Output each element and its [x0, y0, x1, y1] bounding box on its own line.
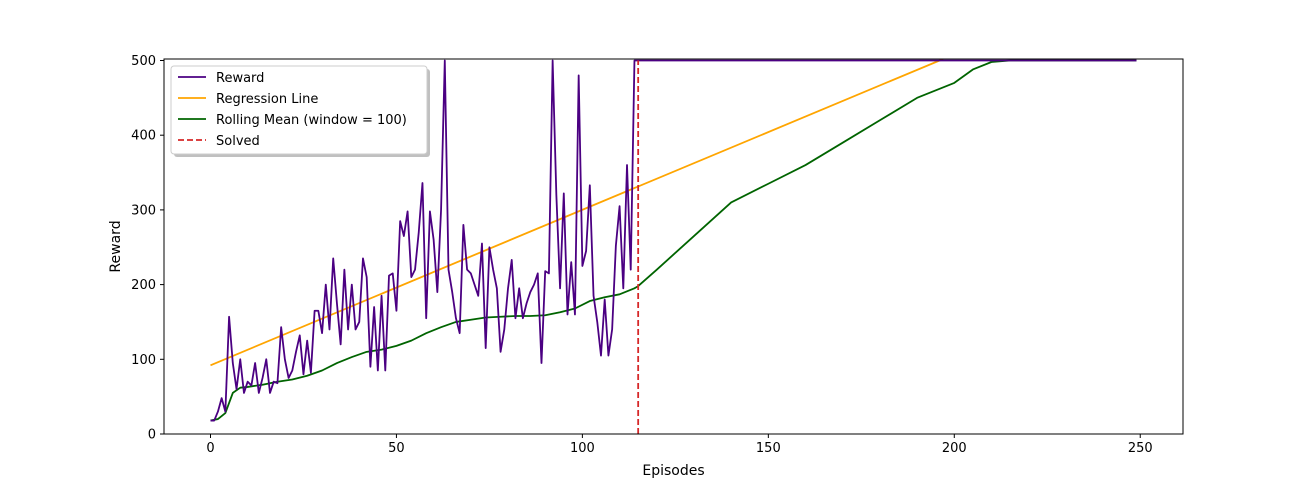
y-tick-label: 100 [131, 353, 156, 368]
x-tick-label: 200 [942, 441, 967, 456]
legend-label: Reward [216, 71, 264, 86]
y-axis-ticks: 0 100 200 300 400 500 [131, 54, 164, 443]
y-tick-label: 200 [131, 278, 156, 293]
y-tick-label: 300 [131, 203, 156, 218]
x-tick-label: 250 [1128, 441, 1153, 456]
legend-label: Rolling Mean (window = 100) [216, 113, 407, 128]
reward-series-line [210, 59, 1137, 422]
y-tick-label: 500 [131, 54, 156, 69]
plot-frame [163, 58, 1184, 435]
y-tick-label: 400 [131, 129, 156, 144]
x-tick-label: 0 [206, 441, 214, 456]
x-tick-label: 100 [570, 441, 595, 456]
legend-label: Solved [216, 134, 260, 149]
legend: Reward Regression Line Rolling Mean (windo… [170, 65, 430, 157]
x-axis-ticks: 0 50 100 150 200 250 [206, 434, 1153, 456]
legend-box [170, 65, 428, 155]
plot-series [210, 59, 1137, 434]
x-tick-label: 150 [756, 441, 781, 456]
x-tick-label: 50 [388, 441, 405, 456]
legend-label: Regression Line [216, 92, 318, 107]
rolling-mean-line [210, 59, 1137, 422]
x-axis-label: Episodes [642, 463, 704, 479]
y-axis-label: Reward [108, 220, 124, 272]
y-tick-label: 0 [148, 428, 156, 443]
